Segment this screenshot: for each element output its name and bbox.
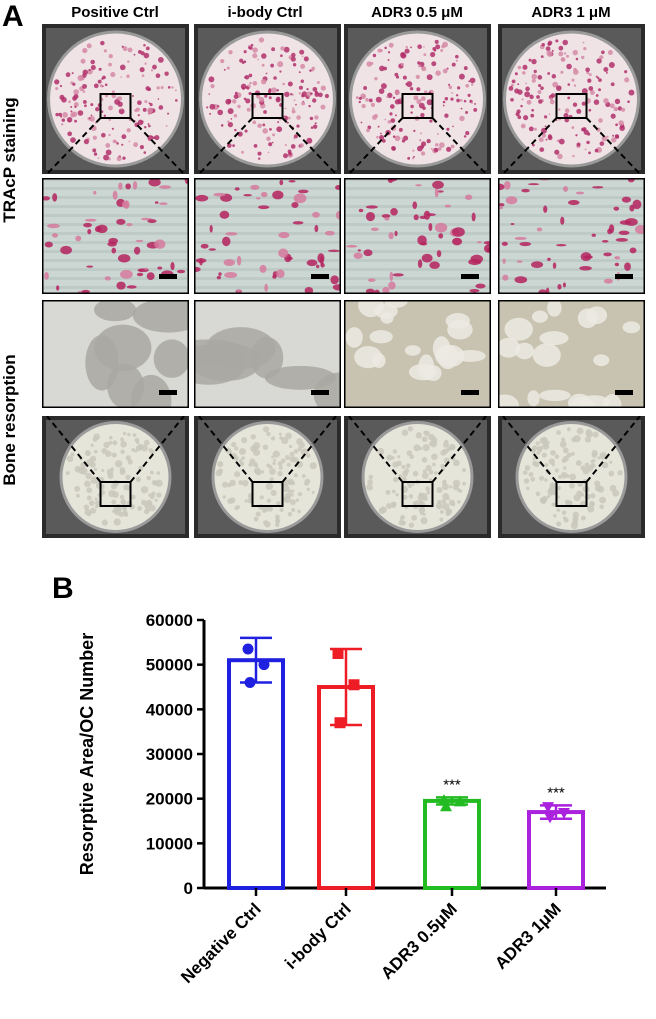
data-point [558,807,570,819]
bone-zoom-image [344,300,491,408]
tracp-well-image [194,24,341,174]
column-header-adr3-05: ADR3 0.5 μM [371,4,463,21]
bone-zoom-image [498,300,645,408]
data-point [542,802,554,814]
y-tick-label: 60000 [146,611,193,630]
significance-label: *** [443,776,461,793]
bone-well-image [42,416,189,538]
data-point [244,677,256,689]
bar [527,810,585,890]
bone-well-image [498,416,645,538]
panel-b-label: B [52,572,74,605]
y-tick-label: 20000 [146,790,193,809]
bar [227,658,285,890]
row-label-tracp: TRAcP staining [0,97,19,223]
bone-well-image [344,416,491,538]
data-point [334,717,346,729]
bone-zoom-image [42,300,189,408]
tracp-well-image [498,24,645,174]
data-point [454,795,466,807]
resorption-bar-chart: 0 10000 20000 30000 40000 50000 60000 Resorptiv… [77,611,606,987]
significance-label: *** [547,784,565,801]
data-point [332,648,344,659]
data-point [258,659,270,671]
y-tick-label: 10000 [146,834,193,853]
data-point [440,800,452,812]
y-tick-label: 50000 [146,656,193,675]
tracp-zoom-image [42,178,189,294]
bone-zoom-image [194,300,341,408]
y-tick-label: 40000 [146,700,193,719]
tracp-well-image [42,24,189,174]
x-tick-label: i-body Ctrl [281,899,355,973]
x-tick-label: ADR3 1μM [491,899,565,973]
column-header-positive-ctrl: Positive Ctrl [71,4,159,21]
x-tick-label: Negative Ctrl [177,899,265,987]
y-tick-label: 30000 [146,745,193,764]
data-point [242,643,254,655]
tracp-well-image [344,24,491,174]
data-point [348,679,360,691]
x-tick-label: ADR3 0.5μM [377,899,461,983]
tracp-zoom-image [194,178,341,294]
column-header-ibody-ctrl: i-body Ctrl [227,4,303,21]
panel-a-label: A [2,0,24,33]
tracp-zoom-image [498,178,645,294]
bone-well-image [194,416,341,538]
y-tick-label: 0 [184,879,193,898]
bar [423,798,481,890]
data-point [544,812,556,824]
row-label-bone-resorption: Bone resorption [0,354,19,486]
tracp-zoom-image [344,178,491,294]
y-axis-label: Resorptive Area/OC Number [77,633,97,875]
column-header-adr3-1: ADR3 1 μM [531,4,611,21]
